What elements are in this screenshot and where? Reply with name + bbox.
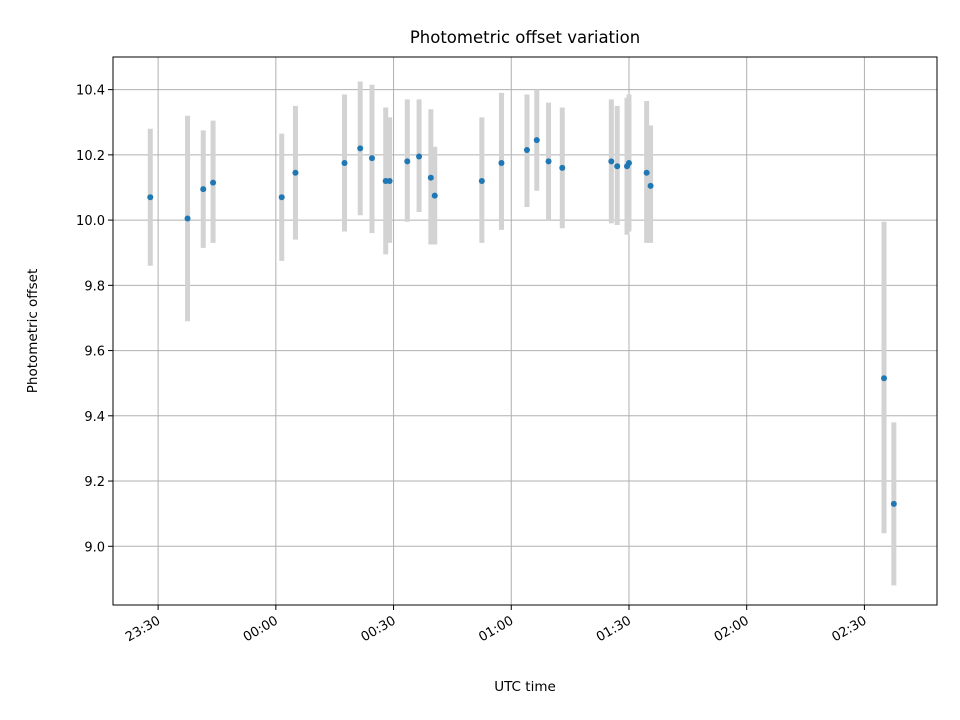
data-point — [278, 194, 285, 201]
data-point — [647, 182, 654, 189]
y-tick-label: 9.6 — [84, 345, 105, 360]
y-axis-label: Photometric offset — [25, 269, 41, 393]
x-axis-label: UTC time — [494, 679, 556, 695]
y-tick-label: 10.0 — [76, 214, 105, 229]
y-tick-label: 9.4 — [84, 410, 105, 425]
data-point — [404, 158, 411, 165]
data-point — [200, 186, 207, 193]
data-point — [147, 194, 154, 201]
data-point — [498, 160, 505, 167]
data-point — [545, 158, 552, 165]
data-point — [210, 179, 217, 186]
y-axis-ticks: 9.0 9.2 9.4 9.6 9.8 10.0 10.2 10.4 — [76, 84, 113, 555]
data-point — [890, 500, 897, 507]
data-point — [478, 177, 485, 184]
data-point — [386, 177, 393, 184]
data-point — [184, 215, 191, 222]
data-point — [608, 158, 615, 165]
chart-title: Photometric offset variation — [410, 28, 640, 47]
data-point — [427, 174, 434, 181]
data-point — [431, 192, 438, 199]
data-point — [341, 160, 348, 167]
y-tick-label: 9.0 — [84, 540, 105, 555]
plot-frame — [112, 56, 938, 606]
data-point — [357, 145, 364, 152]
data-point — [625, 160, 632, 167]
y-tick-label: 9.8 — [84, 279, 105, 294]
data-point — [368, 155, 375, 162]
data-point — [643, 169, 650, 176]
data-point — [533, 137, 540, 144]
data-point — [416, 153, 423, 160]
y-tick-label: 10.2 — [76, 149, 105, 164]
data-point — [881, 375, 888, 382]
data-point — [614, 163, 621, 170]
data-points — [147, 137, 897, 507]
data-point — [523, 146, 530, 153]
data-point — [292, 169, 299, 176]
y-tick-label: 10.4 — [76, 84, 105, 99]
y-tick-label: 9.2 — [84, 475, 105, 490]
data-point — [559, 164, 566, 171]
